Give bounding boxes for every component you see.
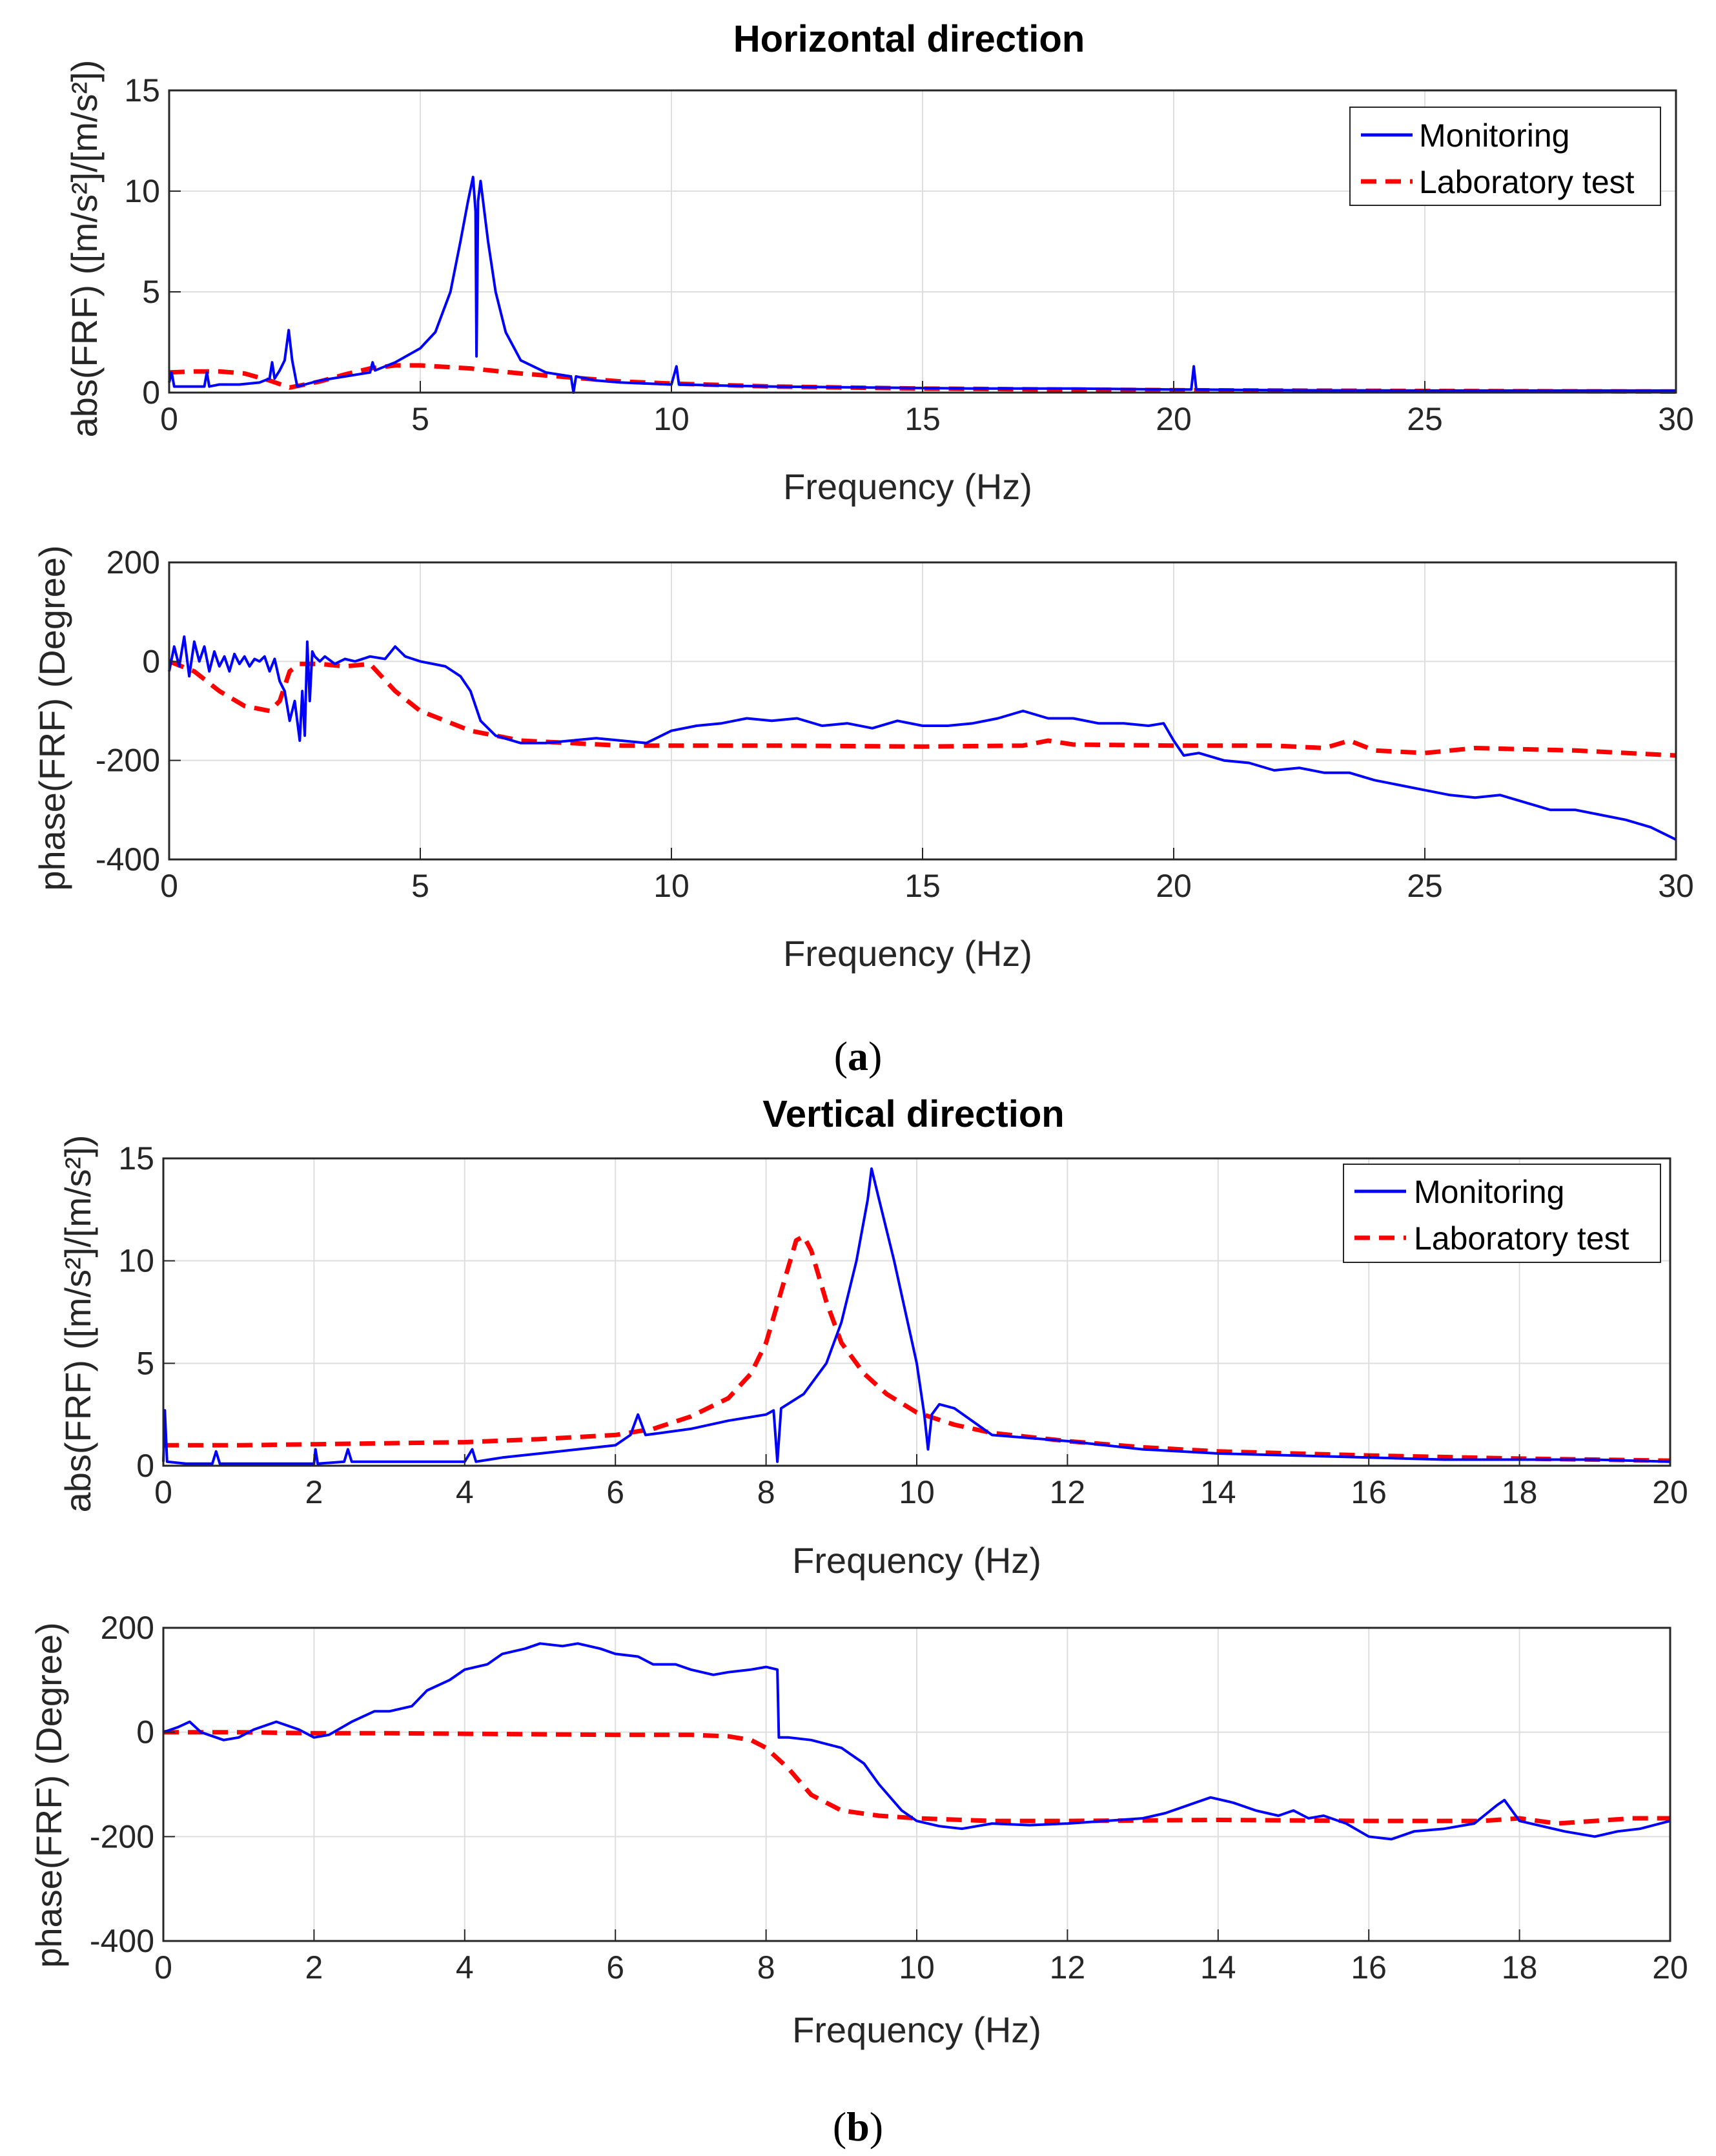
x-tick-label: 5 xyxy=(411,868,429,904)
x-tick-label: 15 xyxy=(904,868,941,904)
y-axis-label: phase(FRF) (Degree) xyxy=(28,1622,69,1967)
series-laboratory-test xyxy=(169,363,1677,394)
y-tick-label: 5 xyxy=(142,274,160,310)
x-tick-label: 2 xyxy=(305,1474,323,1510)
y-axis-label: abs(FRF) ([m/s²]/[m/s²]) xyxy=(64,60,105,438)
x-tick-label: 20 xyxy=(1652,1474,1688,1510)
legend-label-monitoring: Monitoring xyxy=(1419,118,1569,154)
y-tick-label: 200 xyxy=(107,544,160,580)
legend-label-monitoring: Monitoring xyxy=(1414,1174,1564,1210)
x-axis-label: Frequency (Hz) xyxy=(783,933,1032,974)
y-tick-label: 10 xyxy=(118,1243,154,1279)
x-tick-label: 14 xyxy=(1200,1949,1236,1986)
series-monitoring xyxy=(163,1642,1671,1841)
caption-a: (a) xyxy=(834,1033,883,1079)
series-monitoring xyxy=(168,635,1677,841)
legend: Monitoring Laboratory test xyxy=(1343,1164,1661,1263)
x-tick-label: 0 xyxy=(160,401,178,437)
x-tick-label: 18 xyxy=(1502,1474,1538,1510)
y-tick-label: 0 xyxy=(142,643,160,679)
y-tick-label: 10 xyxy=(124,173,160,209)
y-tick-label: 200 xyxy=(101,1610,154,1646)
x-tick-label: 0 xyxy=(160,868,178,904)
x-tick-label: 10 xyxy=(899,1474,935,1510)
x-tick-label: 20 xyxy=(1156,868,1192,904)
x-tick-label: 0 xyxy=(154,1949,172,1986)
caption-b: (b) xyxy=(833,2104,883,2150)
chart-title: Vertical direction xyxy=(762,1093,1064,1135)
x-tick-label: 30 xyxy=(1658,868,1694,904)
x-tick-label: 25 xyxy=(1407,401,1443,437)
x-tick-label: 14 xyxy=(1200,1474,1236,1510)
x-tick-label: 10 xyxy=(899,1949,935,1986)
plot-vertical-abs: Vertical direction 0 2 4 6 8 10 12 14 16 18 20 0 5 10… xyxy=(57,1093,1688,1581)
x-tick-label: 30 xyxy=(1658,401,1694,437)
x-tick-label: 8 xyxy=(757,1474,775,1510)
x-tick-label: 16 xyxy=(1351,1949,1387,1986)
x-tick-label: 0 xyxy=(154,1474,172,1510)
y-tick-label: -200 xyxy=(90,1818,154,1854)
x-axis-label: Frequency (Hz) xyxy=(783,466,1032,507)
x-tick-label: 20 xyxy=(1652,1949,1688,1986)
legend-label-laboratory: Laboratory test xyxy=(1419,164,1635,200)
x-tick-label: 8 xyxy=(757,1949,775,1986)
series-monitoring xyxy=(168,176,1676,394)
y-tick-label: -400 xyxy=(90,1923,154,1959)
legend: Monitoring Laboratory test xyxy=(1349,107,1661,206)
y-tick-label: 5 xyxy=(136,1345,154,1381)
series-laboratory-test xyxy=(163,1234,1671,1463)
x-axis-label: Frequency (Hz) xyxy=(792,2009,1041,2050)
x-tick-label: 10 xyxy=(653,868,689,904)
legend-box xyxy=(1343,1164,1661,1263)
y-tick-label: 15 xyxy=(118,1140,154,1176)
y-tick-label: 0 xyxy=(142,375,160,411)
x-tick-label: 2 xyxy=(305,1949,323,1986)
plot-vertical-phase: 0 2 4 6 8 10 12 14 16 18 20 -400 -200 0 200 Frequency … xyxy=(28,1610,1688,2050)
chart-title: Horizontal direction xyxy=(733,18,1085,60)
x-tick-label: 6 xyxy=(606,1474,624,1510)
y-tick-label: -200 xyxy=(96,743,160,779)
y-tick-label: 0 xyxy=(136,1448,154,1484)
series-laboratory-test xyxy=(163,1730,1670,1826)
x-tick-label: 12 xyxy=(1050,1474,1086,1510)
x-tick-label: 6 xyxy=(606,1949,624,1986)
x-tick-label: 4 xyxy=(456,1949,474,1986)
y-tick-label: 15 xyxy=(124,72,160,108)
x-tick-label: 15 xyxy=(904,401,941,437)
y-axis-label: phase(FRF) (Degree) xyxy=(32,545,72,890)
y-tick-label: -400 xyxy=(96,841,160,878)
x-tick-label: 20 xyxy=(1156,401,1192,437)
x-tick-label: 4 xyxy=(456,1474,474,1510)
legend-label-laboratory: Laboratory test xyxy=(1414,1220,1629,1257)
x-tick-label: 18 xyxy=(1502,1949,1538,1986)
x-tick-label: 12 xyxy=(1050,1949,1086,1986)
x-tick-label: 25 xyxy=(1407,868,1443,904)
series-laboratory-test xyxy=(168,659,1677,758)
x-axis-label: Frequency (Hz) xyxy=(792,1540,1041,1581)
legend-box xyxy=(1349,107,1661,206)
x-tick-label: 5 xyxy=(411,401,429,437)
x-tick-label: 10 xyxy=(653,401,689,437)
x-tick-label: 16 xyxy=(1351,1474,1387,1510)
y-axis-label: abs(FRF) ([m/s²]/[m/s²]) xyxy=(57,1135,98,1513)
y-tick-label: 0 xyxy=(136,1714,154,1750)
plot-horizontal-abs: Horizontal direction 0 5 10 15 20 25 30051015 … xyxy=(64,18,1694,507)
